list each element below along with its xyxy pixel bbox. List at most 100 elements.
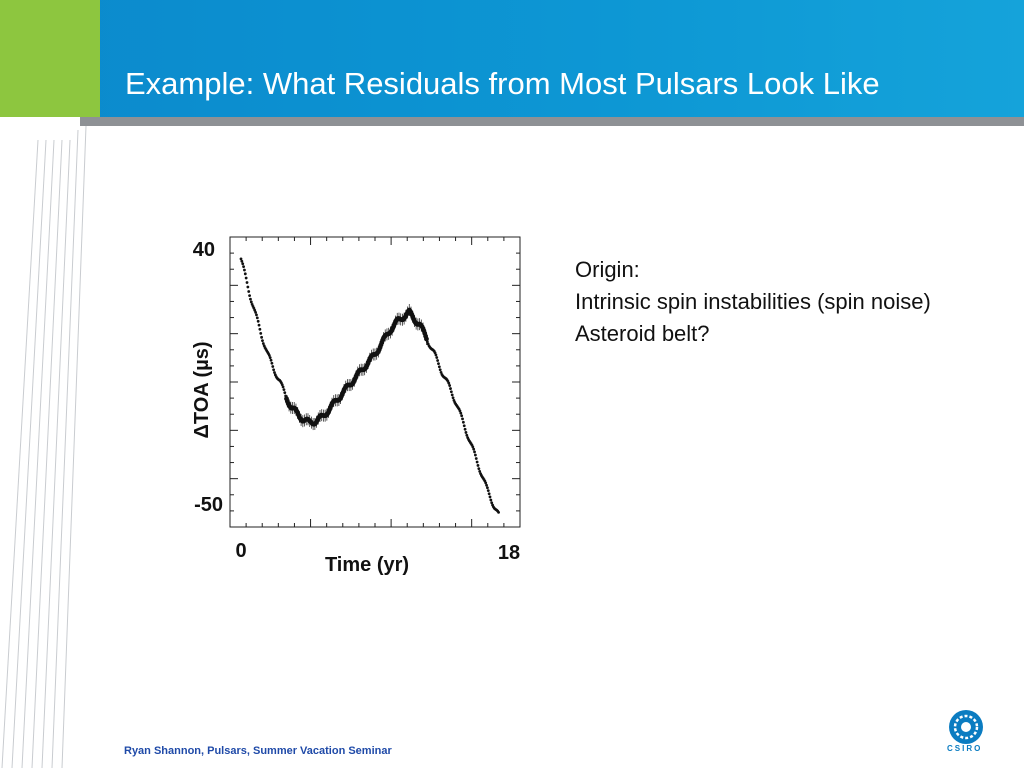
data-point <box>497 510 500 514</box>
data-point <box>476 464 480 467</box>
data-point <box>283 391 287 395</box>
data-point <box>249 297 252 301</box>
data-point <box>435 356 439 359</box>
csiro-logo-icon <box>949 710 983 744</box>
data-point <box>254 310 257 314</box>
data-point <box>425 340 429 344</box>
header-rule <box>80 117 1024 126</box>
data-point <box>255 313 258 317</box>
data-point <box>464 431 468 434</box>
x-tick-label-right: 18 <box>498 542 520 564</box>
data-point <box>474 457 478 460</box>
data-point <box>273 371 276 374</box>
data-point <box>461 420 465 424</box>
data-point <box>473 450 476 454</box>
data-point <box>258 327 262 331</box>
data-point <box>486 489 490 493</box>
header-bar <box>0 0 1024 117</box>
footer-text: Ryan Shannon, Pulsars, Summer Vacation S… <box>124 745 392 757</box>
data-point <box>241 262 245 266</box>
x-tick-label-left: 0 <box>235 540 246 562</box>
data-point <box>458 409 462 413</box>
data-point <box>270 361 274 365</box>
data-point <box>487 492 491 496</box>
data-point <box>244 276 248 280</box>
data-point <box>261 342 265 345</box>
data-point <box>253 308 257 312</box>
data-point <box>248 294 251 298</box>
data-point <box>462 424 466 428</box>
data-point <box>249 300 253 304</box>
data-point <box>459 411 463 415</box>
data-point <box>259 331 263 335</box>
data-point <box>461 417 464 421</box>
data-point <box>485 483 488 487</box>
data-points <box>239 257 500 514</box>
data-point <box>268 356 272 360</box>
data-point <box>475 460 479 464</box>
x-axis-label: Time (yr) <box>325 554 409 576</box>
data-point <box>478 469 482 473</box>
slide-title: Example: What Residuals from Most Pulsar… <box>125 66 880 101</box>
data-point <box>433 351 437 355</box>
axis-ticks <box>229 236 521 528</box>
data-point <box>449 387 452 390</box>
data-point <box>473 453 477 457</box>
data-point <box>267 354 271 357</box>
data-point <box>246 285 250 289</box>
data-point <box>281 385 285 389</box>
note-origin: Origin: <box>575 257 640 282</box>
data-point <box>245 281 249 284</box>
decorative-stripes <box>1 125 87 768</box>
data-point <box>239 257 243 261</box>
data-point <box>269 358 273 362</box>
data-point <box>437 362 440 366</box>
data-point <box>434 353 438 357</box>
data-point <box>424 336 429 342</box>
data-point <box>282 388 286 392</box>
plot-frame <box>229 236 521 528</box>
error-bars <box>286 303 427 431</box>
data-point <box>449 390 453 394</box>
data-point <box>489 498 493 502</box>
data-point <box>280 383 284 387</box>
data-point <box>438 368 442 372</box>
data-point <box>463 427 467 431</box>
data-point <box>488 495 492 499</box>
data-point <box>451 396 455 400</box>
data-point <box>261 339 264 343</box>
data-point <box>272 368 276 372</box>
data-point <box>260 335 264 339</box>
data-point <box>486 486 489 490</box>
data-point <box>471 445 475 449</box>
data-point <box>243 272 247 276</box>
y-tick-label-bottom: -50 <box>194 494 223 516</box>
data-point <box>247 290 251 293</box>
data-point <box>256 319 260 323</box>
data-point <box>437 365 441 369</box>
data-point <box>271 365 275 368</box>
data-point <box>484 481 488 485</box>
note-spin-noise: Intrinsic spin instabilities (spin noise… <box>575 289 931 314</box>
notes-block: Origin: Intrinsic spin instabilities (sp… <box>575 254 931 350</box>
data-point <box>436 359 440 362</box>
data-point <box>472 447 476 451</box>
data-point <box>465 433 469 437</box>
y-tick-label-top: 40 <box>193 239 215 261</box>
data-point <box>448 384 452 387</box>
data-point <box>447 381 451 385</box>
data-point <box>242 265 245 269</box>
data-point <box>255 316 259 320</box>
data-point <box>243 268 246 272</box>
y-axis-label: ΔTOA (µs) <box>191 341 213 438</box>
data-point <box>257 323 261 327</box>
data-point <box>450 393 454 397</box>
logo-wordmark: CSIRO <box>947 744 983 753</box>
data-point <box>477 467 481 471</box>
header-accent <box>0 0 100 117</box>
data-point <box>490 501 494 505</box>
data-point <box>439 370 443 374</box>
note-asteroid-belt: Asteroid belt? <box>575 321 710 346</box>
data-point <box>240 259 244 263</box>
